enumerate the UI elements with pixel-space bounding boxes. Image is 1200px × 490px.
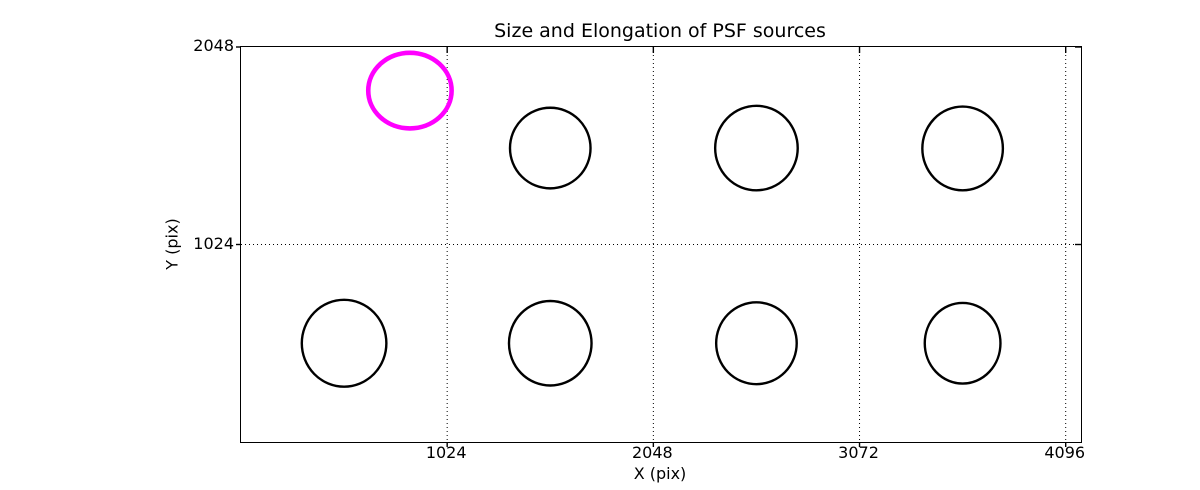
psf-source-ellipse — [300, 298, 388, 388]
x-axis-label: X (pix) — [633, 464, 687, 483]
psf-source-ellipse — [713, 104, 799, 192]
x-tick-label-3072: 3072 — [838, 443, 879, 462]
x-tick-label-1024: 1024 — [425, 443, 467, 462]
y-tick-label-1024: 1024 — [193, 233, 234, 253]
plot-canvas — [236, 46, 1081, 447]
psf-source-ellipse — [714, 301, 798, 386]
psf-source-ellipse — [923, 301, 1002, 385]
psf-source-ellipse-highlighted — [365, 50, 454, 131]
psf-source-ellipse — [508, 106, 592, 190]
psf-source-ellipse — [507, 299, 593, 387]
x-tick-label-2048: 2048 — [631, 443, 673, 462]
y-tick-label-2048: 2048 — [193, 36, 234, 55]
chart-title: Size and Elongation of PSF sources — [494, 20, 826, 42]
x-tick-label-4096: 4096 — [1044, 443, 1086, 462]
psf-source-ellipse — [921, 105, 1005, 192]
plot-area — [236, 46, 1082, 447]
